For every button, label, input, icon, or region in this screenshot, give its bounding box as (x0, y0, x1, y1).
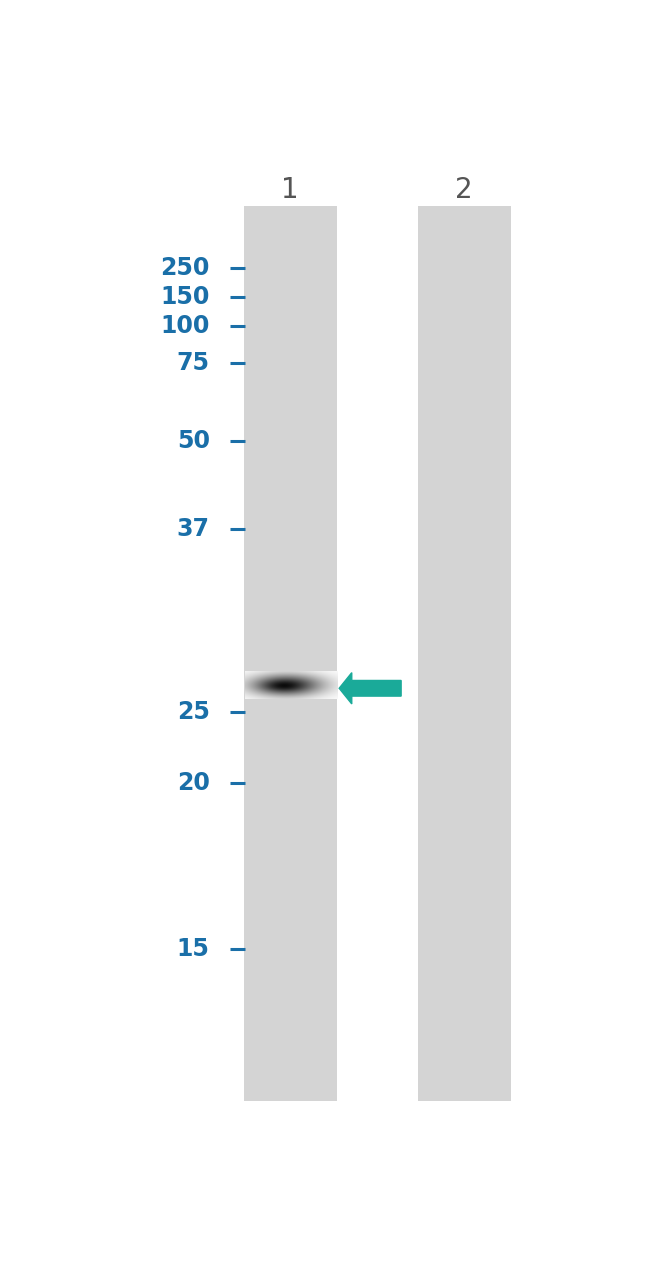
Text: 1: 1 (281, 175, 299, 203)
Text: 50: 50 (177, 429, 210, 453)
Text: 2: 2 (455, 175, 473, 203)
Bar (417, 206, 511, 1101)
Text: 15: 15 (177, 937, 210, 961)
Text: 37: 37 (177, 517, 210, 541)
Bar (244, 206, 337, 1101)
Text: 250: 250 (161, 255, 210, 279)
Text: 150: 150 (161, 286, 210, 309)
Text: 100: 100 (161, 315, 210, 339)
Text: 75: 75 (177, 351, 210, 375)
FancyArrow shape (339, 673, 401, 704)
Text: 20: 20 (177, 771, 210, 795)
Text: 25: 25 (177, 700, 210, 724)
